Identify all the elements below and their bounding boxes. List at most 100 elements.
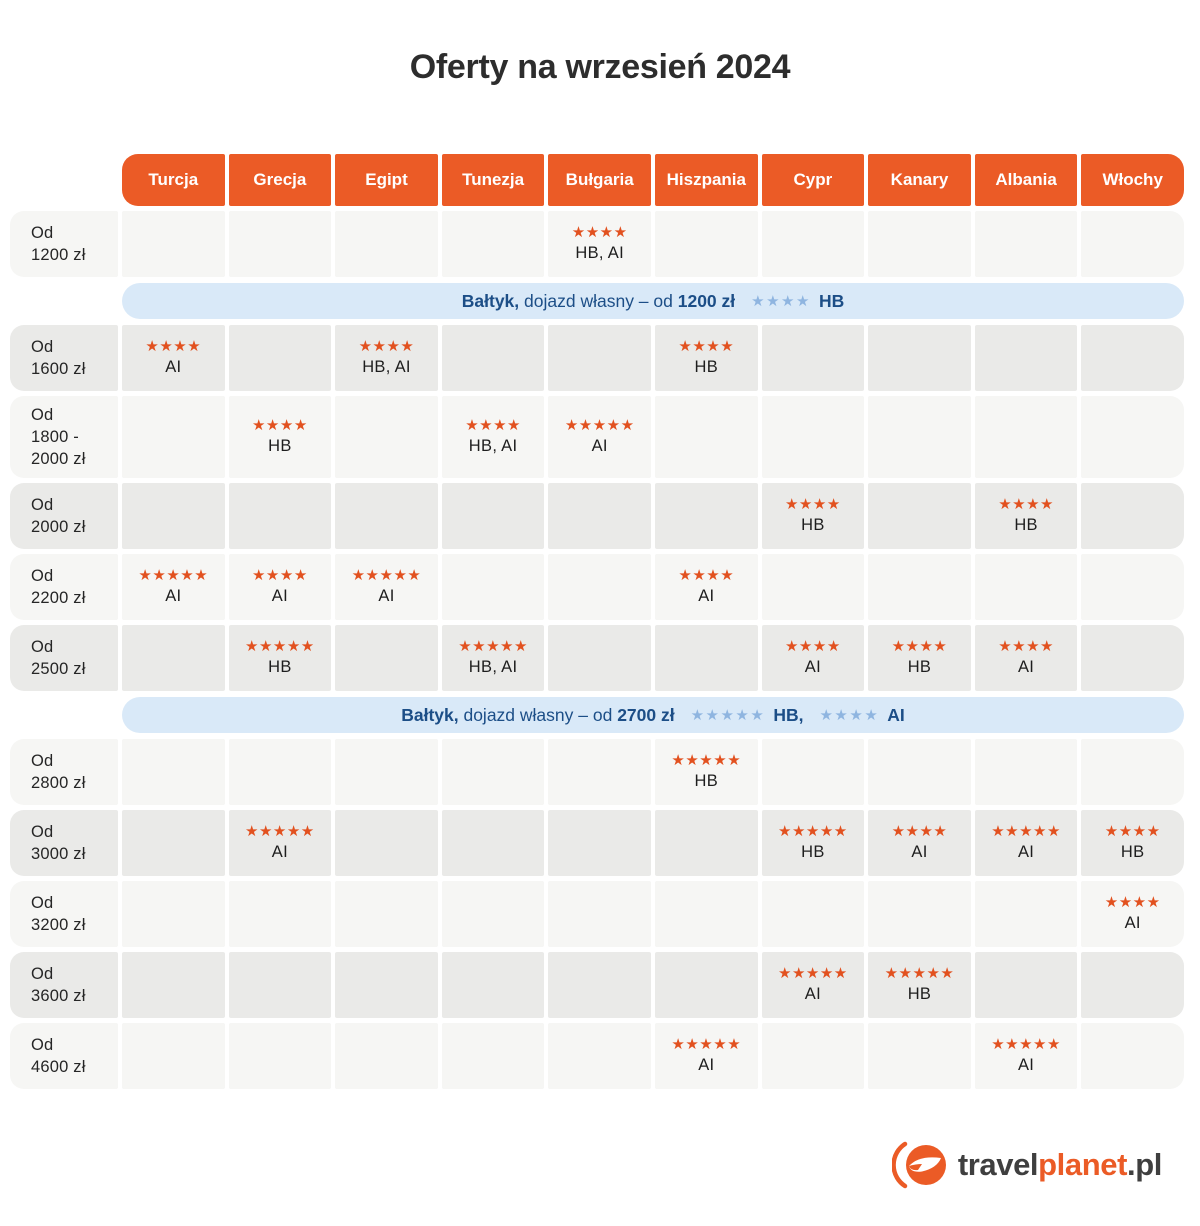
empty-cell — [228, 739, 332, 805]
board-type: HB — [694, 358, 719, 376]
offer-cell-albania: ★★★★ AI — [974, 625, 1078, 691]
banner-star-rating: ★★★★ — [819, 707, 880, 724]
empty-cell — [1081, 1023, 1184, 1089]
price-label-line: 1600 zł — [31, 360, 86, 378]
empty-cell — [122, 483, 225, 549]
star-rating: ★★★★ — [784, 496, 841, 513]
board-type: AI — [591, 437, 608, 455]
offer-cell-egipt: ★★★★★ AI — [335, 554, 438, 620]
empty-cell — [441, 881, 545, 947]
offer-cell-albania: ★★★★★ AI — [974, 1023, 1078, 1089]
board-type: HB — [1120, 843, 1145, 861]
empty-cell — [974, 396, 1078, 478]
price-label-line: 2800 zł — [31, 774, 86, 792]
row-price-label: Od 2200 zł — [10, 554, 118, 620]
board-type: HB — [801, 843, 825, 861]
price-label-line: 2500 zł — [31, 660, 86, 678]
empty-cell — [654, 810, 758, 876]
board-type: HB — [268, 437, 292, 455]
board-type: AI — [804, 985, 821, 1003]
star-rating: ★★★★ — [998, 638, 1054, 655]
empty-cell — [335, 396, 438, 478]
star-rating: ★★★★★ — [245, 638, 315, 655]
banner-region-label: Bałtyk, — [461, 290, 520, 311]
banner-board-type: HB, — [773, 704, 804, 725]
price-row: Od 1600 zł ★★★★ AI ★★★★ HB, AI ★★★★ HB — [10, 325, 1184, 391]
baltic-banner: Bałtyk, dojazd własny – od 1200 zł ★★★★ HB — [122, 283, 1184, 319]
row-price-label: Od 4600 zł — [10, 1023, 118, 1089]
empty-cell — [228, 881, 332, 947]
price-label-line: Od — [31, 1036, 54, 1054]
column-header-egipt: Egipt — [335, 154, 438, 206]
offer-cell-kanary: ★★★★ AI — [868, 810, 971, 876]
empty-cell — [761, 396, 865, 478]
offer-cell-hiszpania: ★★★★ AI — [654, 554, 758, 620]
row-price-label: Od 1600 zł — [10, 325, 118, 391]
board-type: HB — [907, 985, 932, 1003]
price-label-line: Od — [31, 338, 54, 356]
board-type: AI — [1124, 914, 1141, 932]
row-price-label: Od 3600 zł — [10, 952, 118, 1018]
offer-cell-hiszpania: ★★★★★ HB — [654, 739, 758, 805]
offer-cell-grecja: ★★★★ AI — [228, 554, 332, 620]
star-rating: ★★★★ — [678, 567, 735, 584]
empty-cell — [868, 1023, 971, 1089]
star-rating: ★★★★ — [251, 567, 308, 584]
offer-cell-bułgaria: ★★★★ HB, AI — [548, 211, 651, 277]
price-label-line: 3600 zł — [31, 987, 86, 1005]
price-label-line: 4600 zł — [31, 1058, 86, 1076]
empty-cell — [974, 739, 1078, 805]
empty-cell — [654, 396, 758, 478]
empty-cell — [228, 483, 332, 549]
price-label-line: Od — [31, 567, 54, 585]
column-header-kanary: Kanary — [868, 154, 971, 206]
empty-cell — [335, 810, 438, 876]
price-label-line: Od — [31, 965, 54, 983]
empty-cell — [654, 625, 758, 691]
logo-text-tld: .pl — [1127, 1147, 1162, 1182]
offer-cell-grecja: ★★★★ HB — [228, 396, 332, 478]
empty-cell — [654, 881, 758, 947]
empty-cell — [548, 625, 651, 691]
banner-row: Bałtyk, dojazd własny – od 2700 zł ★★★★★ H… — [10, 696, 1184, 734]
empty-cell — [548, 554, 651, 620]
star-rating: ★★★★ — [678, 338, 735, 355]
empty-cell — [122, 881, 225, 947]
page-title: Oferty na wrzesień 2024 — [409, 48, 791, 86]
empty-cell — [122, 625, 225, 691]
offer-cell-bułgaria: ★★★★★ AI — [548, 396, 651, 478]
board-type: AI — [165, 358, 182, 376]
offers-table: Turcja Grecja Egipt Tunezja Bułgaria Hiszpani… — [10, 154, 1184, 1089]
empty-cell — [761, 739, 865, 805]
banner-star-rating: ★★★★★ — [690, 707, 766, 724]
empty-cell — [761, 325, 865, 391]
board-type: AI — [165, 587, 182, 605]
empty-cell — [548, 483, 651, 549]
star-rating: ★★★★★ — [671, 1036, 742, 1053]
empty-cell — [974, 211, 1078, 277]
empty-cell — [654, 483, 758, 549]
row-price-label: Od 1200 zł — [10, 211, 118, 277]
row-price-label: Od 3000 zł — [10, 810, 118, 876]
price-row: Od 3000 zł ★★★★★ AI ★★★★★ HB ★★★★ AI ★★★★★ AI ★★★★… — [10, 810, 1184, 876]
column-header-włochy: Włochy — [1081, 154, 1184, 206]
price-row: Od 1800 - 2000 zł ★★★★ HB ★★★★ HB, AI ★★★★★ AI — [10, 396, 1184, 478]
price-label-line: 2000 zł — [31, 518, 86, 536]
offer-cell-albania: ★★★★ HB — [974, 483, 1078, 549]
empty-cell — [1081, 325, 1184, 391]
star-rating: ★★★★★ — [778, 823, 848, 840]
offer-cell-włochy: ★★★★ AI — [1081, 881, 1184, 947]
board-type: HB, AI — [468, 437, 518, 455]
empty-cell — [1081, 396, 1184, 478]
row-price-label: Od 3200 zł — [10, 881, 118, 947]
star-rating: ★★★★ — [358, 338, 415, 355]
price-label-line: Od — [31, 224, 54, 242]
empty-cell — [441, 810, 545, 876]
empty-cell — [868, 739, 971, 805]
empty-cell — [1081, 483, 1184, 549]
empty-cell — [548, 739, 651, 805]
price-label-line: 1200 zł — [31, 246, 86, 264]
star-rating: ★★★★ — [251, 417, 308, 434]
empty-cell — [868, 211, 971, 277]
offer-cell-egipt: ★★★★ HB, AI — [335, 325, 438, 391]
